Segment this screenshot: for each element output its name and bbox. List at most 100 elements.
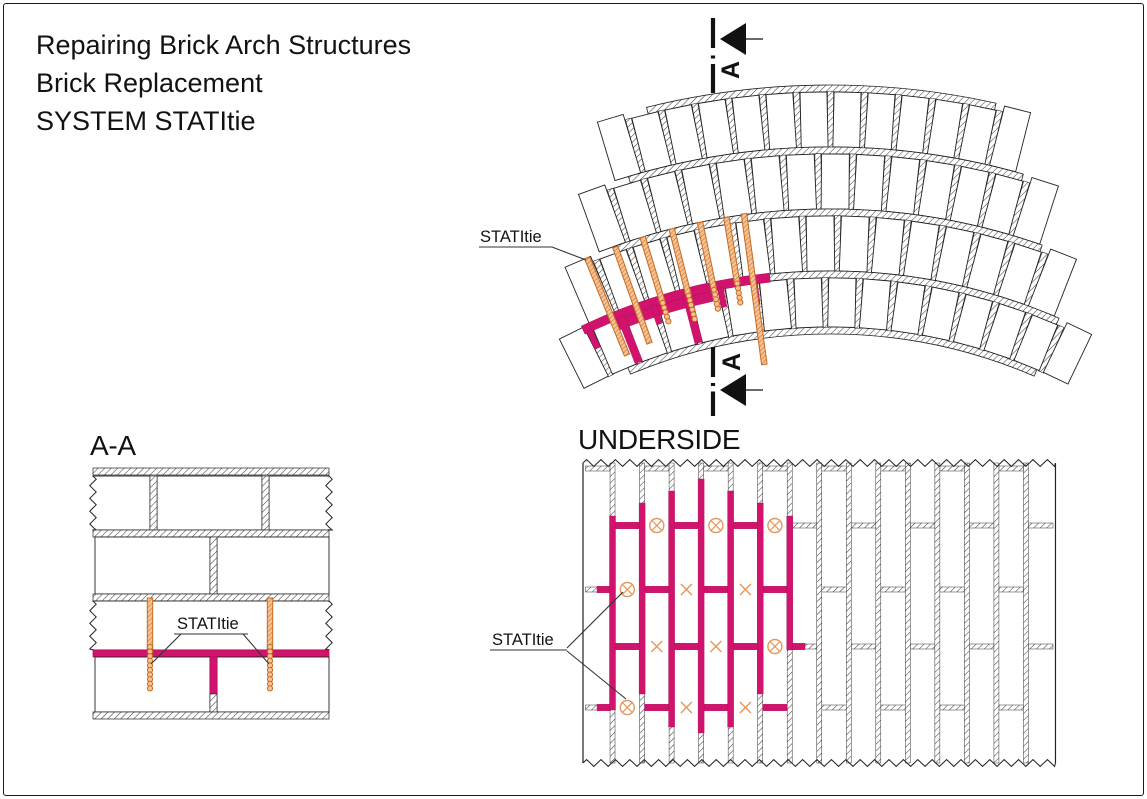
cross [621,584,633,595]
repair-head-joint-stub [716,286,728,309]
annotations-layer: A A STATItie A-A STATItie UNDERSIDE [90,18,763,700]
mortar-bed-joint [585,465,611,472]
cross [739,701,752,714]
cross [680,583,693,596]
brick [94,536,211,595]
repair-head-joint [727,490,734,728]
brick [983,302,1027,360]
field-edge [582,463,1057,763]
repair-head-joint-stub [586,328,601,350]
underside-statitie-callout: STATItie [490,591,627,700]
brick [895,94,930,154]
break-line [582,758,1056,768]
mortar-bed-joint [939,704,965,711]
mortar-joint [209,536,218,595]
repair-bed-joint [614,522,640,529]
mortar-bed-joint [910,522,936,529]
mortar-bed-joint [1028,643,1054,650]
mortar-bed-joint [821,465,847,472]
brick [765,92,797,150]
brick [793,277,824,329]
break-line [325,475,334,531]
title-line-2: Brick Replacement [36,68,263,98]
tie-mark-x-icon [680,583,693,596]
statitie-anchor [612,245,653,345]
brick [827,277,857,328]
section-arrow-bottom-icon [720,374,746,406]
section-statitie-leader-line [150,633,270,665]
arch-elevation-view [558,84,1093,389]
break-line [89,475,98,531]
repair-head-joint [209,656,218,695]
mortar-bed-joint [910,643,936,650]
cross [621,702,633,713]
statitie-anchor-bead [737,299,744,306]
statitie-anchor-bead [691,315,698,323]
repair-bed-joint [92,649,330,658]
repair-head-joint [638,502,646,695]
repair-head-joint [757,502,764,695]
cross [709,640,722,653]
brick [216,536,330,595]
underside-plan-view [582,458,1057,768]
mortar-bed-joint [703,465,729,472]
tie-mark-x-icon [680,701,693,714]
underside-statitie-label: STATItie [492,631,554,649]
repair-bed-joint [762,586,788,593]
repair-bed-joint [596,586,611,593]
mortar-bed-joint [851,522,877,529]
brick [921,286,960,342]
mortar-head-joint [964,462,970,764]
repair-head-joint [668,490,675,728]
tie-end-circle-x-icon [708,517,724,534]
repair-bed-joint [596,704,611,711]
section-statitie-label: STATItie [177,615,239,633]
tie-end-circle-x-icon [767,517,783,534]
statitie-anchor [740,212,768,366]
statitie-anchor [146,597,154,650]
mortar-joint [92,467,330,476]
section-letter-bottom: A [718,353,746,371]
cross [651,520,663,531]
brick [838,215,870,273]
mortar-head-joint [875,462,882,764]
statitie-anchor-bead [146,685,154,692]
cross [710,520,722,531]
drawing-title-block: Repairing Brick Arch Structures Brick Re… [36,26,411,140]
mortar-head-joint [993,462,1000,764]
brick [952,293,994,350]
tie-mark-x-icon [739,583,752,596]
tie-mark-x-icon [739,701,752,714]
section-view-title: A-A [90,430,136,461]
repair-head-joint-stub [650,303,663,326]
arch-statitie-label: STATItie [480,228,542,246]
mortar-joint [261,475,270,531]
section-marker-top: A [710,18,763,93]
mortar-head-joint [816,462,822,764]
repair-bed-joint [703,704,729,711]
brick [1013,314,1059,372]
repair-bed-joint [644,704,670,711]
mortar-bed-joint [821,586,847,593]
brick [1042,322,1093,385]
break-line-mask [324,476,334,530]
brick [863,92,896,151]
mortar-joint [149,475,158,531]
mortar-head-joint [934,462,941,764]
mortar-joint [92,593,330,602]
mortar-head-joint [846,462,852,764]
mortar-bed-joint [939,465,965,472]
brick [92,475,151,531]
mortar-bed-joint [998,704,1024,711]
section-letter-top: A [717,61,745,79]
mortar-bed-joint [851,643,877,650]
brick [858,278,892,331]
circle [767,517,783,534]
cross [769,641,781,652]
brick [832,91,862,148]
tie-end-circle-x-icon [649,517,665,534]
brick [156,475,263,531]
underside-statitie-leader-line [490,591,627,700]
